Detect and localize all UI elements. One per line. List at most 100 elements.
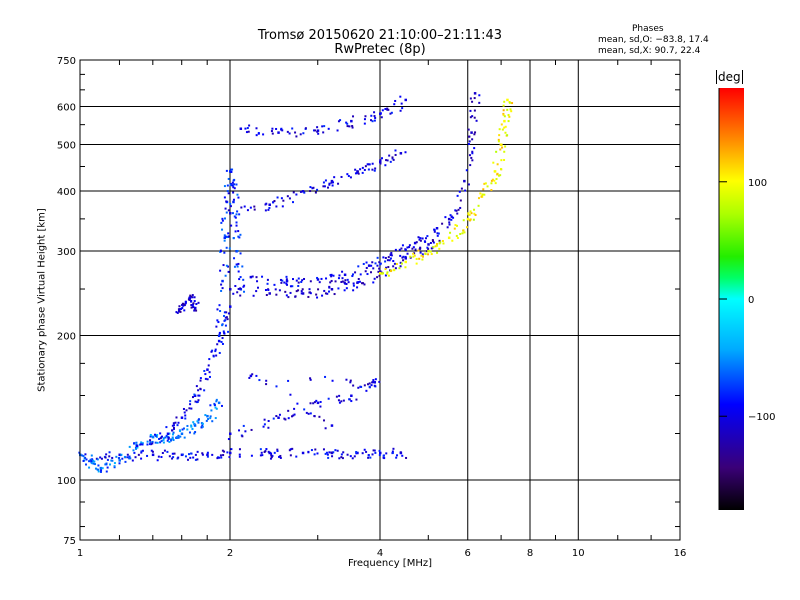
- data-point: [450, 215, 453, 218]
- data-point: [432, 241, 435, 244]
- data-point: [197, 389, 200, 392]
- data-point: [217, 321, 220, 324]
- data-point: [208, 371, 211, 374]
- data-point: [436, 232, 439, 235]
- data-point: [193, 296, 196, 299]
- data-point: [438, 247, 441, 250]
- data-point: [271, 127, 274, 130]
- data-point: [447, 236, 451, 240]
- data-point: [210, 409, 213, 412]
- data-point: [217, 401, 221, 405]
- data-point: [368, 163, 371, 166]
- data-point: [255, 134, 258, 137]
- data-point: [196, 458, 199, 461]
- data-point: [327, 186, 330, 189]
- data-point: [324, 427, 327, 430]
- data-point: [495, 178, 498, 181]
- data-point: [338, 401, 341, 404]
- data-point: [237, 270, 240, 273]
- data-point: [154, 441, 157, 444]
- data-point: [323, 185, 326, 188]
- data-point: [192, 456, 195, 459]
- data-point: [411, 247, 414, 250]
- data-point: [171, 452, 174, 455]
- phase-stats: Phases mean, sd,O: −83.8, 17.4 mean, sd,…: [598, 24, 709, 57]
- data-point: [171, 436, 174, 439]
- data-point: [188, 453, 191, 456]
- data-point: [177, 309, 181, 313]
- data-point: [214, 417, 217, 420]
- data-point: [351, 125, 354, 128]
- data-point: [82, 459, 85, 462]
- data-point: [359, 168, 362, 171]
- data-point: [223, 217, 226, 220]
- data-point: [291, 285, 294, 288]
- data-point: [392, 260, 395, 263]
- data-point: [447, 217, 451, 221]
- data-point: [341, 280, 344, 283]
- data-point: [236, 193, 239, 196]
- data-point: [345, 287, 348, 290]
- data-point: [267, 426, 270, 429]
- data-point: [244, 127, 247, 130]
- data-point: [316, 129, 320, 132]
- data-point: [154, 434, 157, 437]
- data-point: [229, 432, 232, 436]
- data-point: [412, 246, 415, 249]
- data-point: [373, 277, 376, 280]
- data-point: [84, 453, 87, 456]
- data-point: [225, 211, 228, 214]
- data-point: [209, 404, 212, 407]
- data-point: [105, 470, 108, 473]
- data-point: [463, 231, 466, 234]
- data-point: [501, 146, 504, 149]
- data-point: [234, 230, 237, 233]
- data-point: [315, 399, 318, 402]
- data-point: [238, 448, 241, 451]
- data-point: [183, 411, 186, 414]
- data-point: [104, 463, 107, 466]
- data-point: [238, 429, 241, 432]
- data-point: [325, 277, 328, 280]
- data-point: [430, 247, 433, 250]
- data-point: [352, 115, 355, 118]
- data-point: [255, 276, 258, 279]
- data-point: [431, 240, 434, 243]
- data-point: [324, 375, 327, 378]
- data-point: [151, 453, 155, 457]
- data-point: [327, 127, 330, 130]
- data-point: [248, 376, 251, 379]
- data-point: [292, 191, 295, 194]
- data-point: [504, 145, 507, 148]
- data-point: [402, 259, 405, 262]
- data-point: [400, 247, 403, 250]
- data-point: [468, 213, 471, 216]
- data-point: [93, 460, 96, 463]
- data-point: [362, 282, 365, 285]
- data-point: [333, 293, 336, 296]
- data-point: [356, 451, 359, 455]
- data-point: [501, 128, 504, 131]
- data-point: [367, 454, 370, 457]
- data-point: [330, 275, 333, 278]
- data-point: [365, 389, 368, 392]
- colorbar: 100 0 −100: [718, 88, 775, 510]
- data-point: [392, 268, 395, 271]
- data-point: [216, 457, 219, 460]
- data-point: [359, 273, 362, 276]
- data-point: [326, 453, 329, 456]
- data-point: [342, 399, 345, 402]
- data-point: [482, 188, 485, 191]
- data-point: [391, 450, 394, 453]
- data-point: [270, 454, 273, 457]
- data-point: [149, 439, 152, 442]
- data-point: [417, 249, 420, 252]
- data-point: [461, 232, 464, 235]
- data-point: [190, 452, 193, 455]
- data-point: [330, 451, 333, 454]
- data-point: [491, 178, 494, 181]
- data-point: [387, 274, 390, 277]
- data-point: [255, 374, 258, 377]
- data-point: [166, 432, 170, 436]
